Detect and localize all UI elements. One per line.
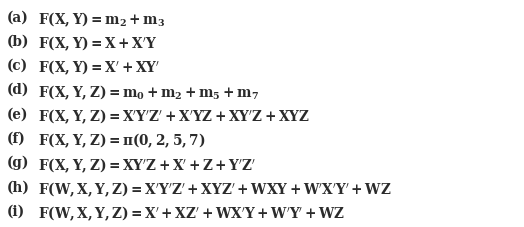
Text: $\mathbf{F(X,Y,Z) = XY'Z + X' + Z + Y'Z'}$: $\mathbf{F(X,Y,Z) = XY'Z + X' + Z + Y'Z'…: [38, 156, 256, 175]
Text: (g): (g): [6, 156, 29, 170]
Text: $\mathbf{F(X,Y) = X' + XY'}$: $\mathbf{F(X,Y) = X' + XY'}$: [38, 59, 160, 77]
Text: $\mathbf{F(X,Y,Z) = \pi(0, 2, 5, 7)}$: $\mathbf{F(X,Y,Z) = \pi(0, 2, 5, 7)}$: [38, 132, 205, 150]
Text: $\mathbf{F(X,Y,Z) = m_0 + m_2 + m_5 + m_7}$: $\mathbf{F(X,Y,Z) = m_0 + m_2 + m_5 + m_…: [38, 83, 259, 102]
Text: (f): (f): [6, 132, 25, 146]
Text: (d): (d): [6, 83, 29, 97]
Text: $\mathbf{F(W,X,Y,Z) = X' + XZ' + WX'Y + W'Y' + WZ}$: $\mathbf{F(W,X,Y,Z) = X' + XZ' + WX'Y + …: [38, 205, 345, 223]
Text: (a): (a): [6, 10, 28, 24]
Text: (e): (e): [6, 107, 28, 121]
Text: (h): (h): [6, 180, 29, 194]
Text: $\mathbf{F(X,Y) = m_2 + m_3}$: $\mathbf{F(X,Y) = m_2 + m_3}$: [38, 10, 165, 29]
Text: $\mathbf{F(X,Y,Z) = X'Y'Z' + X'YZ + XY'Z + XYZ}$: $\mathbf{F(X,Y,Z) = X'Y'Z' + X'YZ + XY'Z…: [38, 107, 310, 126]
Text: $\mathbf{F(X,Y) = X + X'Y}$: $\mathbf{F(X,Y) = X + X'Y}$: [38, 35, 157, 53]
Text: $\mathbf{F(W,X,Y,Z) = X'Y'Z' + XYZ' + WXY + W'X'Y' + WZ}$: $\mathbf{F(W,X,Y,Z) = X'Y'Z' + XYZ' + WX…: [38, 180, 391, 199]
Text: (i): (i): [6, 205, 25, 219]
Text: (b): (b): [6, 35, 29, 49]
Text: (c): (c): [6, 59, 27, 73]
